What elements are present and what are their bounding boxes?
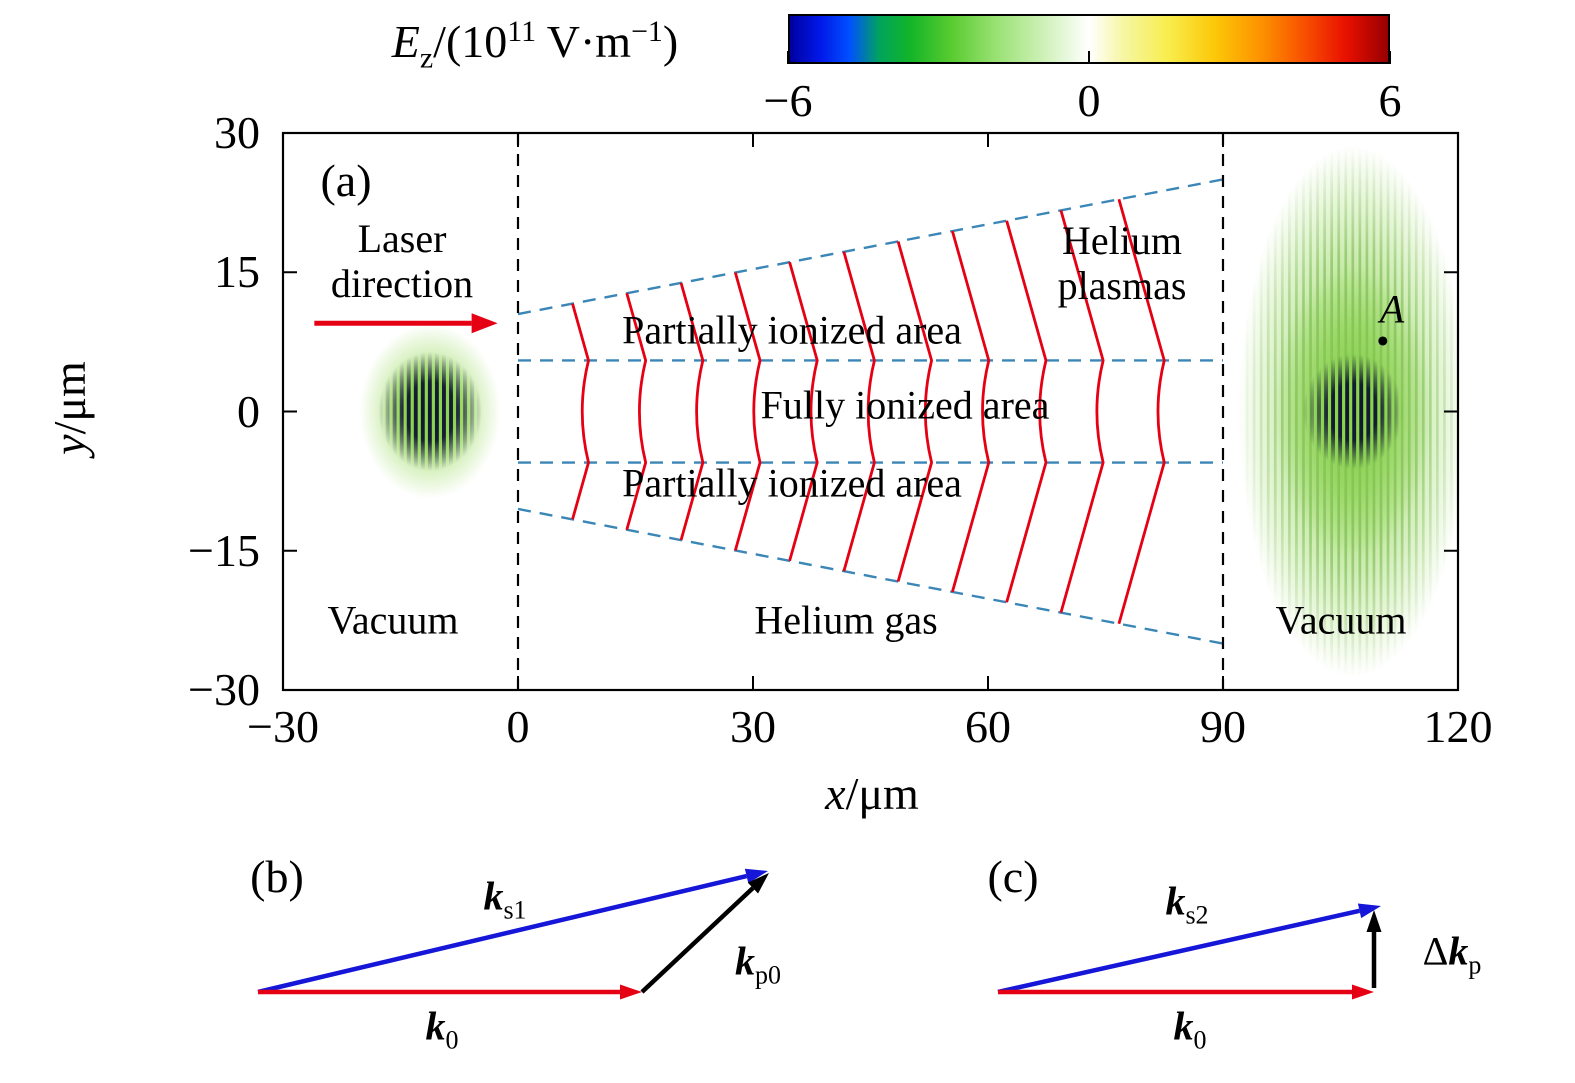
colorbar-label-close: )	[662, 16, 679, 68]
x-axis-unit: /μm	[845, 768, 919, 820]
colorbar-label-subscript: z	[419, 41, 434, 75]
laser-direction-label: Laser direction	[330, 216, 474, 306]
x-tick-label: 0	[506, 701, 530, 753]
x-axis-label: x/μm	[825, 768, 919, 820]
colorbar-label-mid: /(10	[433, 16, 508, 68]
colorbar-tick-mark	[787, 51, 789, 64]
ks2-subscript: s2	[1185, 900, 1209, 930]
colorbar-tick-mark	[1389, 51, 1391, 64]
x-tick-label: 90	[1200, 701, 1246, 753]
dkp-symbol: k	[1448, 928, 1469, 974]
region-partially-ionized-upper: Partially ionized area	[622, 307, 962, 353]
x-axis-variable: x	[825, 768, 846, 820]
colorbar-label: Ez/(1011 V·m−1)	[391, 14, 679, 73]
colorbar-tick-label: 6	[1378, 75, 1402, 126]
x-tick-label: 60	[965, 701, 1011, 753]
colorbar-tick-mark	[1088, 51, 1090, 64]
colorbar-tick-label: −6	[763, 75, 813, 126]
colorbar-label-unit: V·m	[536, 16, 632, 68]
ks1-subscript: s1	[503, 895, 527, 925]
y-tick-label: 30	[214, 107, 260, 158]
vector-label-k0-c: k0	[1173, 1003, 1207, 1053]
region-vacuum-left: Vacuum	[327, 597, 459, 643]
ks1-symbol: k	[483, 873, 504, 919]
vector-label-delta-kp: Δkp	[1422, 928, 1482, 978]
x-tick-label: 120	[1423, 701, 1493, 753]
colorbar-label-exponent2: −1	[631, 14, 663, 48]
x-tick-label: 30	[730, 701, 776, 753]
region-helium-plasmas: Helium plasmas	[1057, 218, 1187, 308]
y-tick-label: −15	[188, 524, 260, 576]
y-tick-label: −30	[188, 664, 260, 715]
dkp-prefix: Δ	[1422, 928, 1449, 974]
y-axis-label: y/μm	[44, 361, 96, 455]
x-tick-label: −30	[247, 701, 319, 753]
region-vacuum-right: Vacuum	[1275, 597, 1407, 643]
region-partially-ionized-lower: Partially ionized area	[622, 460, 962, 506]
y-tick-label: 0	[237, 385, 260, 437]
colorbar-label-symbol: E	[391, 16, 420, 68]
kp0-subscript: p0	[755, 960, 781, 990]
k0b-symbol: k	[425, 1003, 446, 1049]
colorbar-label-exponent: 11	[507, 14, 537, 48]
panel-b-label: (b)	[250, 851, 304, 903]
ks2-symbol: k	[1165, 878, 1186, 924]
point-a-label: A	[1379, 286, 1405, 332]
y-axis-unit: /μm	[44, 361, 96, 435]
dkp-subscript: p	[1468, 950, 1482, 980]
region-fully-ionized: Fully ionized area	[760, 382, 1050, 428]
y-tick-label: 15	[214, 246, 260, 298]
panel-a-label: (a)	[320, 155, 372, 207]
colorbar-tick-label: 0	[1077, 75, 1101, 126]
k0c-subscript: 0	[1193, 1025, 1207, 1055]
region-helium-gas: Helium gas	[754, 597, 938, 643]
k0b-subscript: 0	[445, 1025, 459, 1055]
k0c-symbol: k	[1173, 1003, 1194, 1049]
y-axis-variable: y	[44, 434, 96, 455]
vector-label-ks1: ks1	[483, 873, 526, 923]
kp0-symbol: k	[735, 938, 755, 984]
vector-label-kp0: kp0	[735, 938, 781, 988]
vector-label-ks2: ks2	[1165, 878, 1208, 928]
panel-c-label: (c)	[987, 851, 1039, 903]
vector-label-k0-b: k0	[425, 1003, 459, 1053]
